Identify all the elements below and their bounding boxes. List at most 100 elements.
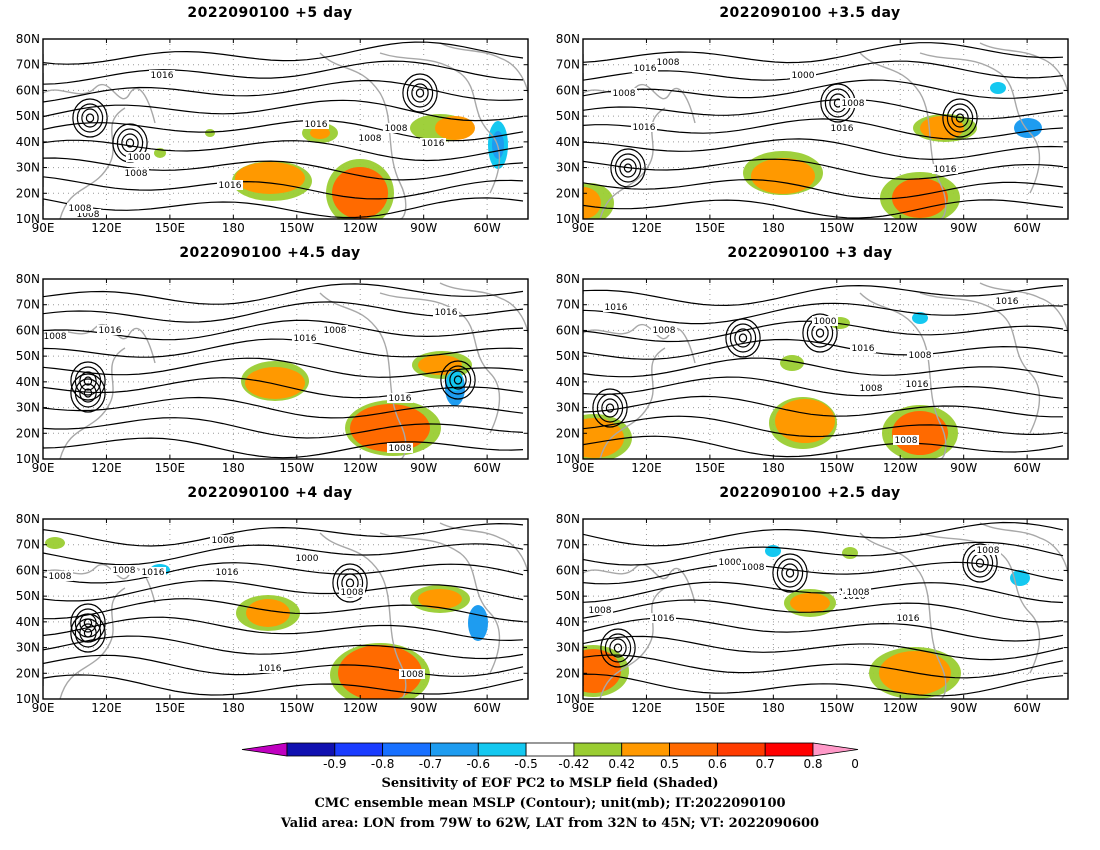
pressure-contour bbox=[43, 417, 524, 439]
coastline bbox=[379, 52, 501, 194]
colorbar-tick-label: 0.5 bbox=[660, 757, 679, 768]
lat-label: 70N bbox=[16, 58, 40, 72]
map-frame bbox=[582, 518, 1069, 700]
lon-label: 120E bbox=[631, 461, 662, 475]
sensitivity-shading bbox=[892, 411, 948, 455]
lat-label: 20N bbox=[16, 186, 40, 200]
pressure-contour bbox=[614, 153, 642, 183]
map-panel-4day: 2022090100 +4 day 1008 1008 1008 1016 1016 10… bbox=[0, 485, 540, 715]
pressure-contour bbox=[43, 437, 524, 459]
lat-label: 30N bbox=[16, 161, 40, 175]
contour-label: 1008 bbox=[909, 351, 932, 361]
contour-label-bg bbox=[907, 350, 933, 360]
contour-label-bg bbox=[387, 393, 413, 403]
lat-label: 40N bbox=[556, 135, 580, 149]
lon-label: 180 bbox=[762, 221, 785, 235]
pressure-contour bbox=[583, 138, 1064, 161]
pressure-contour bbox=[592, 388, 628, 428]
contour-label-bg bbox=[217, 180, 243, 190]
lat-label: 40N bbox=[16, 135, 40, 149]
contour-label: 1016 bbox=[831, 124, 854, 134]
pressure-contour bbox=[43, 357, 524, 378]
pressure-contour bbox=[72, 98, 108, 138]
pressure-contour bbox=[610, 148, 646, 188]
contour-label: 1008 bbox=[69, 204, 92, 214]
contour-label-bg bbox=[433, 307, 459, 317]
lat-label: 50N bbox=[16, 589, 40, 603]
lon-label: 180 bbox=[222, 701, 245, 715]
pressure-contour bbox=[440, 360, 476, 400]
sensitivity-shading bbox=[435, 116, 475, 140]
coastline bbox=[919, 532, 1041, 674]
lat-label: 30N bbox=[16, 641, 40, 655]
panel-title: 2022090100 +2.5 day bbox=[719, 485, 901, 501]
pressure-contour bbox=[43, 79, 524, 103]
pressure-contour bbox=[79, 613, 97, 633]
coastline bbox=[319, 532, 407, 699]
contour-label: 1008 bbox=[385, 124, 408, 134]
sensitivity-shading bbox=[842, 547, 858, 559]
lon-label: 90W bbox=[410, 701, 437, 715]
lon-label: 90E bbox=[572, 221, 595, 235]
pressure-contour bbox=[583, 581, 1064, 604]
panel-title: 2022090100 +3 day bbox=[727, 245, 893, 261]
lon-label: 120E bbox=[631, 221, 662, 235]
contour-label: 1016 bbox=[852, 344, 875, 354]
lon-label: 60W bbox=[474, 701, 501, 715]
lat-label: 10N bbox=[16, 212, 40, 226]
contour-label-bg bbox=[587, 605, 613, 615]
pressure-contour bbox=[43, 598, 524, 623]
lon-label: 90E bbox=[32, 701, 55, 715]
pressure-contour bbox=[402, 73, 438, 113]
pressure-contour bbox=[70, 373, 106, 413]
contour-label-bg bbox=[322, 325, 348, 335]
map-frame bbox=[42, 38, 529, 220]
lat-label: 40N bbox=[556, 615, 580, 629]
pressure-contour bbox=[601, 398, 619, 418]
pressure-contour bbox=[43, 157, 524, 181]
coastline bbox=[859, 52, 947, 219]
lon-label: 120E bbox=[91, 701, 122, 715]
lon-label: 60W bbox=[474, 221, 501, 235]
sensitivity-shading bbox=[246, 599, 290, 627]
lon-label: 150W bbox=[819, 701, 854, 715]
sensitivity-shading bbox=[784, 468, 796, 478]
pressure-contour bbox=[83, 618, 93, 628]
footer-line-2: CMC ensemble mean MSLP (Contour); unit(m… bbox=[314, 796, 786, 811]
pressure-contour bbox=[83, 388, 93, 398]
lat-label: 20N bbox=[556, 666, 580, 680]
contour-label-bg bbox=[717, 557, 743, 567]
contour-label-bg bbox=[47, 571, 73, 581]
pressure-contour bbox=[619, 158, 637, 178]
pressure-contour bbox=[955, 113, 965, 123]
contour-label: 1008 bbox=[613, 89, 636, 99]
lat-label: 40N bbox=[16, 375, 40, 389]
contour-label: 1016 bbox=[151, 71, 174, 81]
pressure-contour bbox=[583, 199, 1064, 219]
contour-label: 1000 bbox=[719, 558, 742, 568]
pressure-contour bbox=[975, 558, 985, 568]
contour-label: 1008 bbox=[389, 444, 412, 454]
lon-label: 120E bbox=[91, 461, 122, 475]
colorbar-tick-label: -0.8 bbox=[371, 757, 394, 768]
lat-label: 80N bbox=[556, 512, 580, 526]
contour-label: 1016 bbox=[259, 664, 282, 674]
pressure-contour bbox=[583, 302, 1064, 325]
pressure-contour bbox=[600, 628, 636, 668]
lon-label: 150W bbox=[279, 221, 314, 235]
pressure-contour bbox=[43, 674, 524, 696]
sensitivity-shading bbox=[790, 593, 830, 613]
coastline bbox=[59, 587, 126, 699]
pressure-contour bbox=[43, 579, 524, 602]
footer-line-1: Sensitivity of EOF PC2 to MSLP field (Sh… bbox=[381, 776, 719, 791]
contour-label-bg bbox=[339, 587, 365, 597]
contour-label-bg bbox=[387, 443, 413, 453]
contour-label-bg bbox=[812, 316, 838, 326]
lon-label: 90E bbox=[32, 221, 55, 235]
contour-label: 1008 bbox=[359, 134, 382, 144]
lat-label: 30N bbox=[16, 401, 40, 415]
pressure-contour bbox=[583, 673, 1064, 697]
pressure-contour bbox=[125, 138, 135, 148]
colorbar-segment bbox=[812, 742, 859, 757]
pressure-contour bbox=[583, 338, 1064, 360]
